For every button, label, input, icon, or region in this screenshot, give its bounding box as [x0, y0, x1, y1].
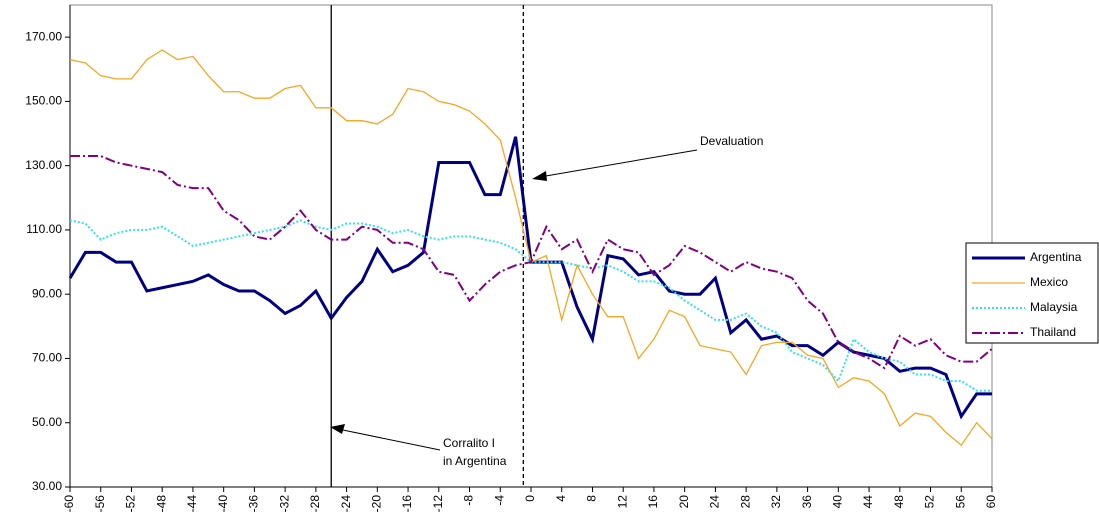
x-tick-label: -52: [124, 495, 138, 513]
x-tick-label: -32: [277, 495, 291, 513]
y-tick-label: 170.00: [25, 29, 62, 43]
y-tick-label: 130.00: [25, 158, 62, 172]
legend-label: Argentina: [1030, 250, 1082, 264]
x-tick-label: 60: [984, 495, 998, 509]
x-tick-label: -36: [247, 495, 261, 513]
legend: Argentina Mexico Malaysia Thailand: [972, 250, 1082, 339]
marks: [65, 5, 993, 492]
legend-label: Mexico: [1030, 275, 1068, 289]
x-tick-label: -48: [154, 495, 168, 513]
y-tick-label: 110.00: [26, 222, 62, 236]
x-tick-label: 8: [585, 495, 599, 502]
x-tick-label: 48: [892, 495, 906, 509]
annotation-text: Devaluation: [700, 134, 763, 148]
x-tick-label: 32: [769, 495, 783, 509]
y-tick-label: 50.00: [32, 415, 62, 429]
x-tick-label: -20: [370, 495, 384, 513]
x-tick-label: -24: [339, 495, 353, 513]
x-tick-label: 56: [953, 495, 967, 509]
legend-box: [965, 242, 1099, 344]
series-line: [70, 155, 993, 370]
x-tick-label: 20: [677, 495, 691, 509]
arrow: [539, 149, 698, 178]
legend-label: Malaysia: [1030, 300, 1078, 314]
x-tick-label: 12: [615, 495, 629, 509]
arrow-head: [330, 424, 345, 434]
x-tick-label: 40: [831, 495, 845, 509]
x-tick-label: -28: [308, 495, 322, 513]
x-tick-label: -8: [462, 495, 476, 506]
x-tick-label: -4: [492, 495, 506, 506]
x-tick-label: -12: [431, 495, 445, 513]
x-tick-label: 52: [923, 495, 937, 509]
arrow: [337, 428, 441, 451]
legend-label: Thailand: [1030, 325, 1076, 339]
y-tick-label: 30.00: [32, 479, 62, 493]
x-tick-label: 36: [800, 495, 814, 509]
annotation-text: in Argentina: [443, 454, 507, 468]
x-tick-label: 24: [708, 495, 722, 509]
annotation-corralito: Corralito I in Argentina: [330, 424, 507, 468]
y-tick-label: 70.00: [32, 351, 62, 365]
x-tick-label: -16: [400, 495, 414, 513]
x-tick-label: 16: [646, 495, 660, 509]
x-tick-label: -60: [62, 495, 76, 513]
x-tick-label: 0: [523, 495, 537, 502]
annotation-text: Corralito I: [443, 436, 495, 450]
y-tick-label: 150.00: [25, 94, 62, 108]
x-tick-label: 4: [554, 495, 568, 502]
x-tick-label: 44: [861, 495, 875, 509]
arrow-head: [532, 171, 547, 181]
x-tick-label: -56: [93, 495, 107, 513]
x-tick-label: -44: [185, 495, 199, 513]
x-tick-label: -40: [216, 495, 230, 513]
plot-area: [69, 4, 993, 488]
x-tick-label: 28: [738, 495, 752, 509]
y-tick-label: 90.00: [32, 286, 62, 300]
annotation-devaluation: Devaluation: [532, 134, 763, 181]
